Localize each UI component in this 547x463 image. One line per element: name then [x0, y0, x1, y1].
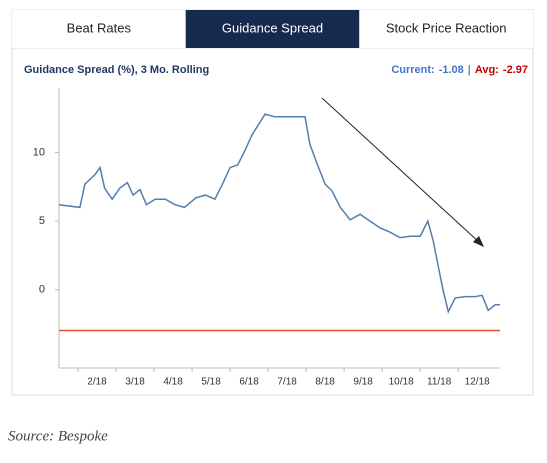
source: Source: Bespoke [8, 428, 108, 444]
trend-arrow [321, 97, 481, 244]
y-tick-label: 10 [33, 146, 45, 158]
y-tick-label: 0 [39, 284, 45, 296]
tab[interactable] [185, 10, 360, 48]
stats: Current: -1.08 | Avg: -2.97 [391, 64, 528, 76]
x-tick-label: 8/18 [315, 377, 335, 388]
current-label: Current: [391, 64, 434, 76]
x-tick-label: 3/18 [125, 377, 145, 388]
arrow-head [473, 236, 484, 247]
x-tick-label: 6/18 [239, 377, 259, 388]
series-line [58, 113, 501, 314]
x-tick-label: 7/18 [277, 377, 297, 388]
current-value: -1.08 [439, 64, 464, 76]
tab-label: Beat Rates [67, 20, 132, 35]
tab[interactable] [359, 10, 533, 48]
chart-title: Guidance Spread (%), 3 Mo. Rolling [24, 64, 209, 76]
x-tick-label: 2/18 [87, 377, 107, 388]
x-tick-label: 10/18 [389, 377, 414, 388]
avg-label: Avg: [475, 64, 499, 76]
y-tick-label: 5 [39, 215, 45, 227]
tab-label: Stock Price Reaction [386, 20, 507, 35]
separator: | [468, 64, 471, 76]
x-tick-label: 12/18 [465, 377, 490, 388]
tab-label: Guidance Spread [222, 20, 323, 35]
avg-value: -2.97 [503, 64, 528, 76]
x-tick-label: 5/18 [201, 377, 221, 388]
x-tick-label: 4/18 [163, 377, 183, 388]
x-tick-label: 11/18 [427, 377, 452, 388]
tab[interactable] [12, 10, 186, 48]
x-tick-label: 9/18 [353, 377, 373, 388]
